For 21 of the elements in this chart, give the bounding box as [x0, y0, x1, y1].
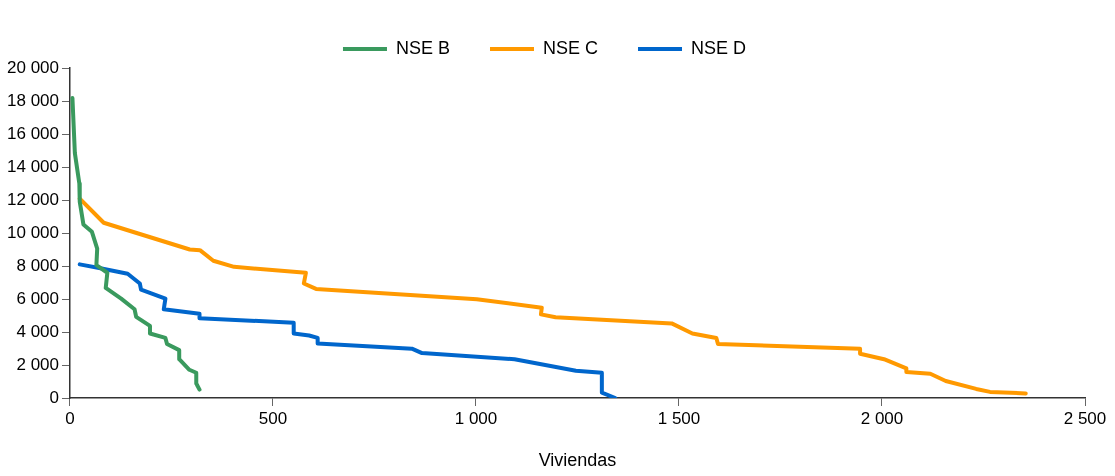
y-tick-label: 14 000: [7, 156, 59, 176]
y-tick-label: 0: [49, 387, 59, 407]
y-tick-label: 20 000: [7, 57, 59, 77]
x-tick-label: 2 500: [1063, 408, 1107, 428]
x-tick-label: 0: [65, 408, 75, 428]
x-tick-label: 1 000: [454, 408, 498, 428]
y-tick-label: 6 000: [16, 288, 59, 308]
x-tick-label: 1 500: [657, 408, 701, 428]
y-tick-label: 18 000: [7, 90, 59, 110]
x-tick-label: 2 000: [860, 408, 904, 428]
x-tick-label: 500: [258, 408, 288, 428]
legend-label: NSE B: [395, 37, 451, 58]
y-tick-label: 10 000: [7, 222, 59, 242]
y-tick-label: 2 000: [16, 354, 59, 374]
y-tick-label: 4 000: [16, 321, 59, 341]
y-tick-label: 12 000: [7, 189, 59, 209]
y-tick-label: 8 000: [16, 255, 59, 275]
legend-label: NSE C: [543, 37, 599, 58]
x-axis-title: Viviendas: [538, 450, 617, 471]
y-tick-label: 16 000: [7, 123, 59, 143]
legend-label: NSE D: [691, 37, 747, 58]
